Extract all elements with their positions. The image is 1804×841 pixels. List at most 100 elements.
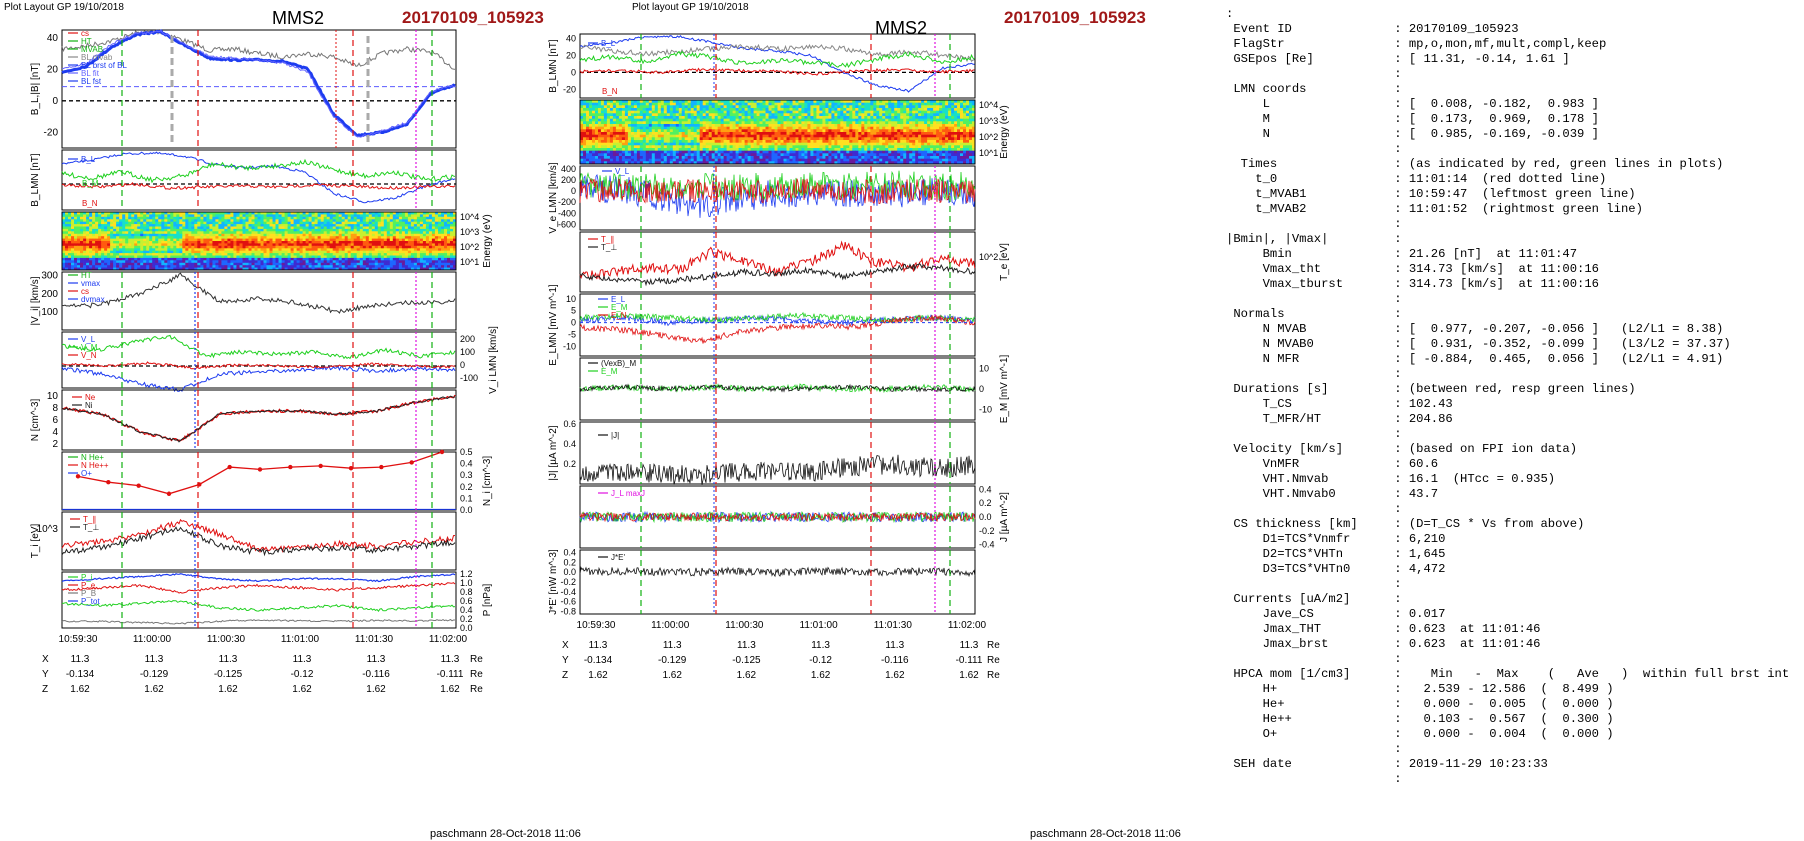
summary-line: :	[1226, 67, 1402, 81]
summary-line: :	[1226, 502, 1402, 516]
right-spec-tick: 10^1	[979, 148, 998, 158]
left-coord-value: 11.3	[367, 654, 386, 665]
right-coord-value: 11.3	[663, 640, 682, 651]
right-ve-vm-line	[579, 170, 976, 201]
right-coord-label: Y	[562, 655, 569, 666]
left-n-legend-entry: Ne	[85, 393, 96, 402]
left-coord-value: 1.62	[144, 684, 164, 695]
left-bl-tick: -20	[44, 127, 59, 138]
right-jlmn-tick: 0.4	[979, 484, 992, 494]
summary-line: |Bmin|, |Vmax| :	[1226, 232, 1402, 246]
left-n-tick: 8	[52, 403, 58, 414]
right-blmn-bl-line	[579, 35, 975, 93]
right-j-ylabel: |J| [µA m^-2]	[548, 425, 559, 480]
right-coord-label: X	[562, 640, 569, 651]
left-p-tick: 1.0	[460, 578, 473, 588]
left-vlmn-legend-entry: V_L	[81, 335, 96, 344]
left-bl-tick: 0	[52, 96, 58, 107]
summary-line: Currents [uA/m2] :	[1226, 592, 1402, 606]
left-panel-hpca	[61, 451, 457, 511]
summary-line: Jmax_THT : 0.623 at 11:01:46	[1226, 622, 1541, 636]
left-vi-ylabel: |V_i| [km/s]	[30, 276, 41, 325]
summary-line: Normals :	[1226, 307, 1402, 321]
left-blmn-bm-label: B_M	[82, 179, 99, 188]
summary-line: N : [ 0.985, -0.169, -0.039 ]	[1226, 127, 1599, 141]
left-vi-legend-entry: cs	[81, 287, 89, 296]
left-bl-bl-line	[61, 29, 456, 138]
right-blmn-ylabel: B_LMN [nT]	[548, 39, 559, 93]
right-panel-e	[579, 293, 976, 357]
left-n-tick: 10	[47, 391, 59, 402]
summary-line: Velocity [km/s] : (based on FPI ion data…	[1226, 442, 1578, 456]
summary-line: O+ : 0.000 - 0.004 ( 0.000 )	[1226, 727, 1614, 741]
right-spec-tick: 10^2	[979, 132, 998, 142]
right-jlmn-tick: 0.2	[979, 498, 992, 508]
event-summary: : Event ID : 20170109_105923 FlagStr : m…	[1226, 7, 1801, 787]
right-e-en-line	[579, 314, 976, 344]
left-xtick: 10:59:30	[59, 634, 98, 645]
left-vlmn-legend-entry: V_M	[81, 343, 98, 352]
right-panel-je	[579, 549, 976, 615]
left-vlmn-tick: -100	[460, 373, 478, 383]
right-j-legend-entry: |J|	[611, 431, 619, 440]
left-vlmn-vl-line	[61, 365, 456, 393]
right-e-ylabel: E_LMN [mV m^-1]	[548, 284, 559, 366]
summary-line: GSEpos [Re] : [ 11.31, -0.14, 1.61 ]	[1226, 52, 1570, 66]
left-p-legend-entry: P_B	[81, 589, 96, 598]
summary-line: FlagStr : mp,o,mon,mf,mult,compl,keep	[1226, 37, 1607, 51]
right-coord-value: -0.116	[881, 655, 909, 666]
left-vi-tick: 100	[41, 307, 58, 318]
left-hpca-tick: 0.1	[460, 493, 473, 503]
left-bl-legend-entry: BL fit	[81, 69, 100, 78]
left-coord-label: X	[42, 654, 49, 665]
left-footer: paschmann 28-Oct-2018 11:06	[430, 828, 581, 840]
left-coord-value: 11.3	[293, 654, 312, 665]
left-vi-legend-entry: dvmax	[81, 295, 105, 304]
left-p-tick: 0.0	[460, 623, 473, 633]
left-bl-tick: 20	[47, 64, 59, 75]
summary-line: Event ID : 20170109_105923	[1226, 22, 1519, 36]
right-je-tick: -0.6	[560, 597, 576, 607]
right-e-tick: 0	[571, 318, 576, 328]
right-coord-value: 1.62	[662, 670, 682, 681]
right-je-tick: -0.8	[560, 607, 576, 617]
right-coord-value: 11.3	[960, 640, 979, 651]
left-vlmn-vn-line	[61, 361, 456, 370]
right-coord-value: 1.62	[959, 670, 979, 681]
left-ion-spectrogram-frame	[61, 211, 457, 271]
right-panel-j	[579, 421, 976, 485]
right-em-legend-entry: E_M	[601, 367, 618, 376]
left-ion-spectrogram	[62, 212, 457, 271]
summary-line: D1=TCS*Vnmfr : 6,210	[1226, 532, 1446, 546]
left-p-pe-line	[61, 618, 455, 625]
left-n-ne-line	[62, 394, 456, 442]
right-xtick: 11:00:00	[651, 620, 690, 631]
left-p-legend-entry: P_i	[81, 573, 93, 582]
right-e-tick: 10	[566, 294, 576, 304]
right-coord-unit: Re	[987, 655, 1000, 666]
left-bl-tick: 40	[47, 33, 59, 44]
left-hpca-legend-entry: O+	[81, 469, 92, 478]
right-coord-value: 1.62	[737, 670, 757, 681]
left-panel-bl	[61, 29, 457, 149]
left-bl-legend-entry: HT	[81, 37, 92, 46]
left-blmn-bm-line	[61, 158, 456, 184]
right-blmn-tick: -20	[563, 84, 576, 94]
left-coord-value: -0.116	[362, 669, 390, 680]
right-coord-value: 11.3	[589, 640, 608, 651]
left-hpca-point	[439, 449, 445, 455]
left-hpca-point	[348, 466, 354, 471]
right-je-tick: 0.0	[563, 567, 576, 577]
right-em-tick: -10	[979, 405, 992, 415]
left-coord-value: 1.62	[70, 684, 90, 695]
summary-line: VnMFR : 60.6	[1226, 457, 1439, 471]
right-je-tick: -0.2	[560, 577, 576, 587]
left-coord-value: 11.3	[219, 654, 238, 665]
left-event-title: 20170109_105923	[402, 8, 544, 27]
right-coord-value: -0.134	[584, 655, 613, 666]
right-blmn-bn-line	[579, 67, 975, 76]
right-coord-value: 11.3	[811, 640, 830, 651]
right-blmn-bn-label: B_N	[602, 87, 618, 96]
left-hpca-legend-entry: N He++	[81, 461, 109, 470]
